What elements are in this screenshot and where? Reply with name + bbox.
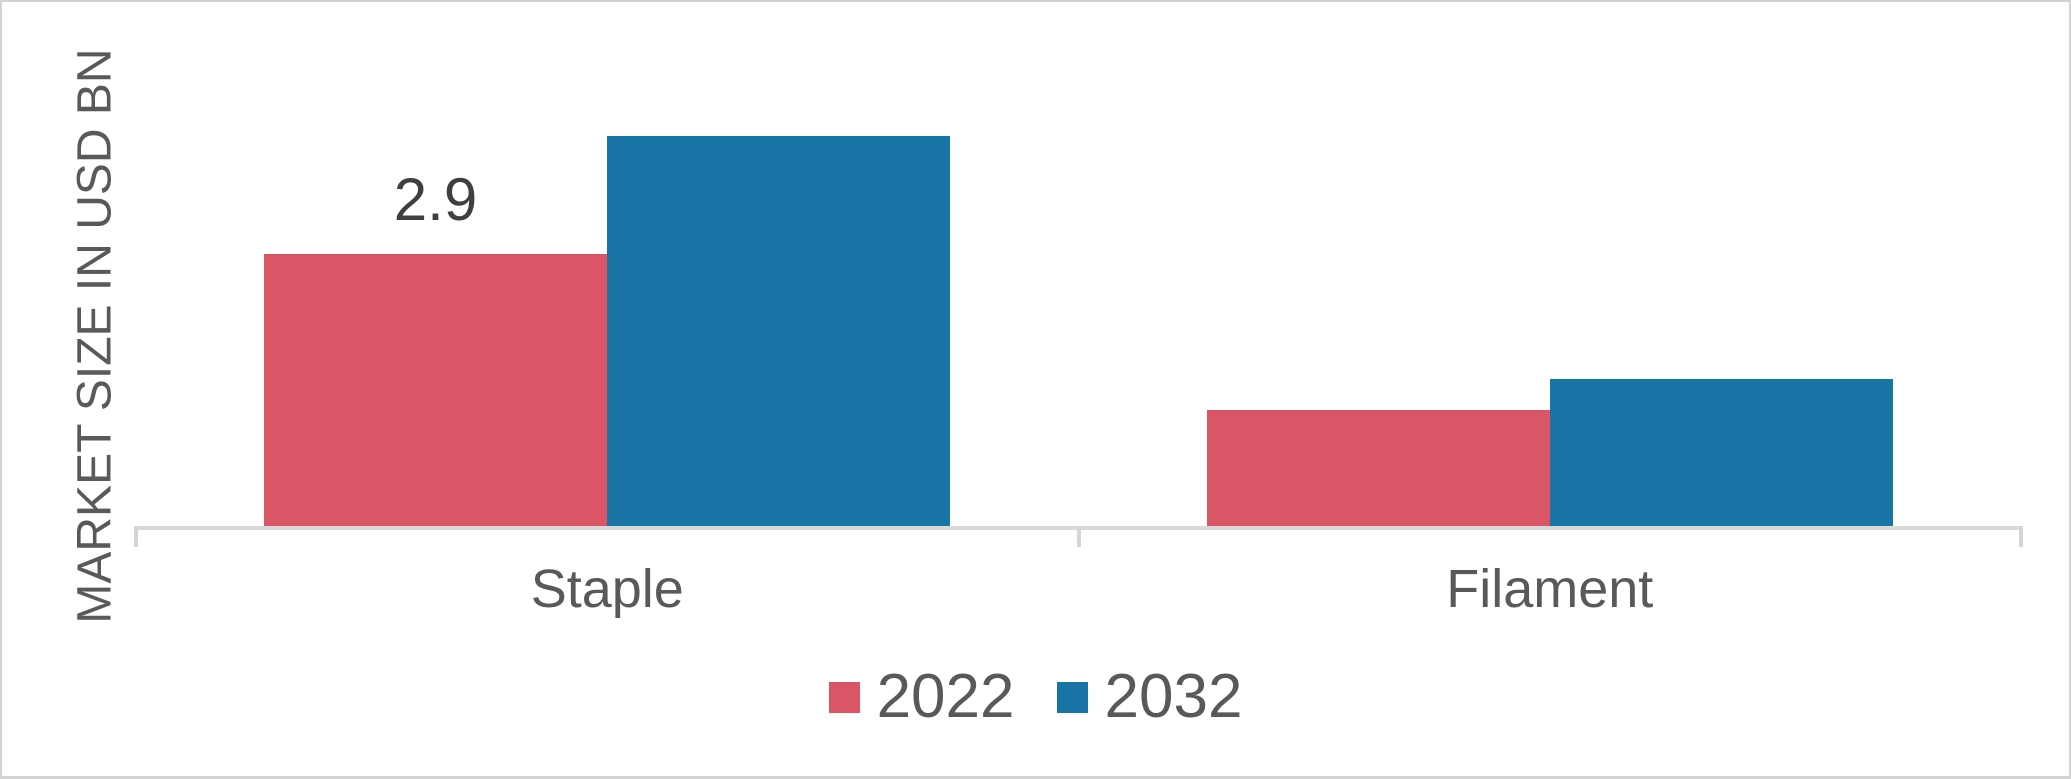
bar-staple-2022 xyxy=(264,254,607,528)
x-axis-tick xyxy=(2019,526,2023,547)
x-axis-tick xyxy=(1077,526,1081,547)
legend-swatch-icon xyxy=(828,681,860,713)
legend-item-2022: 2022 xyxy=(828,662,1015,731)
bar-staple-2032 xyxy=(607,136,950,528)
x-axis-tick xyxy=(134,526,138,547)
legend: 2022 2032 xyxy=(2,666,2069,728)
y-axis-title: MARKET SIZE IN USD BN xyxy=(68,48,122,624)
bar-filament-2022 xyxy=(1207,410,1550,528)
data-label-staple-2022: 2.9 xyxy=(393,166,478,233)
legend-label: 2022 xyxy=(876,662,1015,731)
bar-filament-2032 xyxy=(1550,379,1893,528)
legend-label: 2032 xyxy=(1104,662,1243,731)
x-axis-label-filament: Filament xyxy=(1446,559,1654,619)
legend-swatch-icon xyxy=(1056,681,1088,713)
legend-item-2032: 2032 xyxy=(1056,662,1243,731)
x-axis-label-staple: Staple xyxy=(530,559,684,619)
